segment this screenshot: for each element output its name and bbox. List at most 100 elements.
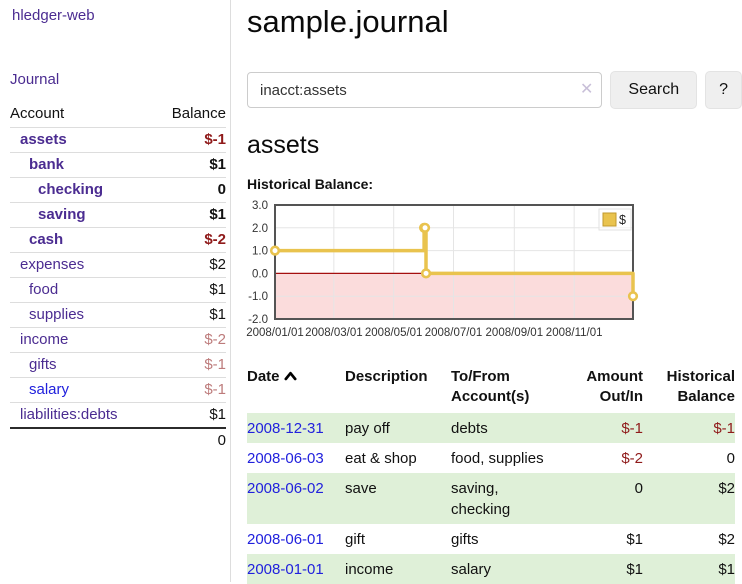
account-row: income $-2 (10, 327, 226, 353)
register-cell-date: 2008-06-01 (247, 524, 345, 554)
account-row: supplies $1 (10, 302, 226, 328)
account-link-bank[interactable]: bank (29, 156, 65, 173)
accounts-total-row: 0 (10, 428, 226, 453)
plot-border (274, 204, 634, 320)
account-balance: $1 (209, 281, 226, 298)
register-cell-date: 2008-06-02 (247, 473, 345, 524)
app-title-link[interactable]: hledger-web (12, 7, 95, 24)
help-button[interactable]: ? (705, 71, 742, 109)
date-header-label: Date (247, 368, 280, 385)
register-row: 2008-06-02 save saving, checking 0 $2 (247, 473, 735, 524)
x-tick-label: 2008/01/01 (246, 327, 304, 339)
register-header-date[interactable]: Date (247, 363, 345, 413)
transaction-date-link[interactable]: 2008-01-01 (247, 561, 324, 578)
register-header-balance[interactable]: Historical Balance (666, 368, 735, 405)
data-point-marker (269, 245, 281, 256)
register-cell-amount: $-1 (563, 413, 643, 443)
register-cell-balance: $1 (643, 554, 735, 584)
account-balance: $-1 (204, 381, 226, 398)
register-cell-balance: 0 (726, 450, 735, 467)
register-cell-description: gift (345, 531, 366, 548)
y-tick-label: -1.0 (248, 291, 268, 303)
account-section-title: assets (247, 131, 320, 159)
account-link-liabilities-debts[interactable]: liabilities:debts (20, 406, 118, 423)
account-link-saving[interactable]: saving (38, 206, 86, 223)
register-row: 2008-12-31 pay off debts $-1 $-1 (247, 413, 735, 443)
chart-title: Historical Balance: (247, 176, 374, 192)
register-cell-description: pay off (345, 413, 451, 443)
register-cell-accounts: gifts (451, 531, 479, 548)
search-button[interactable]: Search (610, 71, 698, 109)
register-cell-accounts: saving, checking (451, 473, 563, 524)
accounts-table-header: Account Balance (10, 102, 226, 128)
register-header-amount[interactable]: Amount Out/In (586, 368, 643, 405)
data-point-marker (420, 268, 432, 279)
register-cell-balance: $2 (718, 531, 735, 548)
register-cell-amount: $1 (626, 531, 643, 548)
account-link-gifts[interactable]: gifts (29, 356, 57, 373)
register-header-accounts[interactable]: To/From Account(s) (451, 368, 530, 405)
accounts-header-balance: Balance (171, 105, 226, 122)
account-link-assets[interactable]: assets (20, 131, 67, 148)
register-cell-accounts: food, supplies (451, 450, 544, 467)
y-tick-label: 3.0 (252, 200, 268, 212)
account-balance: $-2 (204, 331, 226, 348)
legend-swatch (602, 212, 617, 227)
register-header-description[interactable]: Description (345, 368, 428, 385)
y-tick-label: 1.0 (252, 246, 268, 258)
sidebar: hledger-web Journal Account Balance asse… (0, 0, 231, 582)
search-input[interactable] (247, 72, 603, 108)
transaction-date-link[interactable]: 2008-12-31 (247, 420, 324, 437)
data-point-marker (627, 291, 639, 302)
account-balance: 0 (217, 181, 226, 198)
register-cell-accounts: debts (451, 413, 563, 443)
register-cell-description: save (345, 473, 451, 524)
y-tick-label: 2.0 (252, 223, 268, 235)
account-row: assets $-1 (10, 127, 226, 153)
accounts-header-account: Account (10, 105, 65, 122)
transaction-date-link[interactable]: 2008-06-03 (247, 450, 324, 467)
account-balance: $1 (209, 206, 226, 223)
accounts-table: Account Balance assets $-1 bank $1 checking 0… (10, 102, 226, 453)
x-tick-label: 2008/07/01 (425, 327, 483, 339)
x-tick-label: 2008/03/01 (305, 327, 363, 339)
main-content: sample.journal ✕ Search ? assets Histori… (246, 0, 742, 584)
account-row: expenses $2 (10, 252, 226, 278)
account-link-food[interactable]: food (29, 281, 59, 298)
clear-search-icon[interactable]: ✕ (579, 81, 594, 98)
x-tick-label: 2008/11/01 (546, 327, 603, 339)
transaction-date-link[interactable]: 2008-06-01 (247, 531, 324, 548)
register-table-body: 2008-12-31 pay off debts $-1 $-1 2008-06-03 ea… (247, 413, 735, 584)
account-balance: $1 (209, 306, 226, 323)
register-cell-balance: $2 (643, 473, 735, 524)
register-row: 2008-06-01 gift gifts $1 $2 (247, 524, 735, 554)
register-cell-amount: $-2 (621, 450, 643, 467)
register-cell-accounts: salary (451, 554, 563, 584)
accounts-total-balance: 0 (217, 432, 226, 449)
account-link-income[interactable]: income (20, 331, 69, 348)
search-form: ✕ Search ? (247, 71, 742, 109)
account-link-cash[interactable]: cash (29, 231, 64, 248)
y-tick-label: 0.0 (252, 268, 268, 280)
x-tick-label: 2008/09/01 (486, 327, 544, 339)
account-row: food $1 (10, 277, 226, 303)
account-row: gifts $-1 (10, 352, 226, 378)
transaction-date-link[interactable]: 2008-06-02 (247, 480, 324, 497)
account-row: bank $1 (10, 152, 226, 178)
account-row: cash $-2 (10, 227, 226, 253)
account-balance: $-1 (204, 356, 226, 373)
account-link-checking[interactable]: checking (38, 181, 104, 198)
account-balance: $-1 (204, 131, 226, 148)
account-link-supplies[interactable]: supplies (29, 306, 85, 323)
register-row: 2008-06-03 eat & shop food, supplies $-2 0 (247, 443, 735, 473)
y-tick-label: -2.0 (248, 314, 268, 326)
account-link-expenses[interactable]: expenses (20, 256, 85, 273)
sidebar-item-journal[interactable]: Journal (10, 71, 60, 88)
account-balance: $1 (209, 406, 226, 423)
account-row: liabilities:debts $1 (10, 402, 226, 429)
total-spacer (10, 428, 154, 453)
account-link-salary[interactable]: salary (29, 381, 70, 398)
sort-ascending-icon (283, 367, 297, 387)
data-point-marker (419, 222, 431, 233)
